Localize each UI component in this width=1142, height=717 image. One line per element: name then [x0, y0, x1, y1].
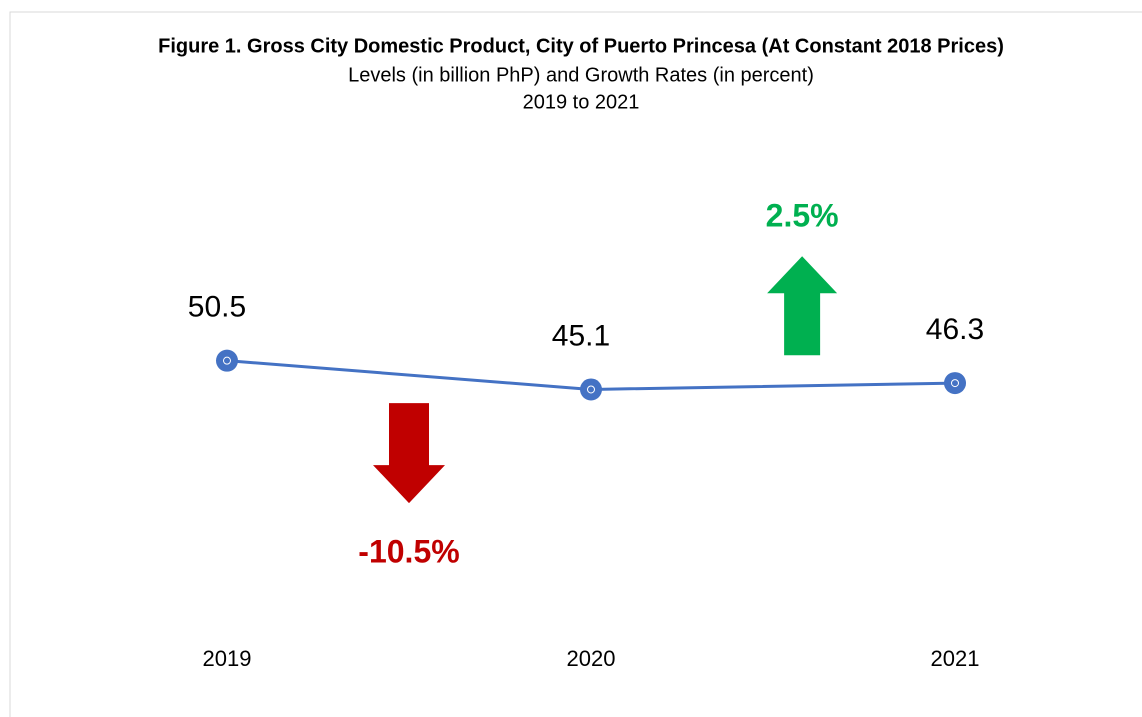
x-tick-label: 2020: [567, 646, 616, 671]
data-label: 46.3: [926, 313, 984, 346]
data-label: 45.1: [552, 319, 610, 352]
growth-label: 2.5%: [766, 198, 839, 234]
point-ring: [587, 385, 595, 394]
chart-subtitle: 2019 to 2021: [523, 91, 640, 113]
point-ring: [951, 379, 959, 388]
data-label: 50.5: [188, 291, 246, 324]
point: [216, 349, 238, 372]
x-tick-label: 2021: [931, 646, 980, 671]
point: [580, 378, 602, 401]
chart-title: Figure 1. Gross City Domestic Product, C…: [158, 35, 1004, 57]
growth-label: -10.5%: [358, 534, 459, 570]
point: [944, 372, 966, 395]
chart-border: [9, 11, 1142, 717]
x-tick-label: 2019: [203, 646, 252, 671]
point-ring: [223, 356, 231, 365]
growth-arrow: [373, 403, 445, 504]
growth-arrow: [767, 256, 838, 356]
chart-subtitle: Levels (in billion PhP) and Growth Rates…: [348, 64, 814, 86]
